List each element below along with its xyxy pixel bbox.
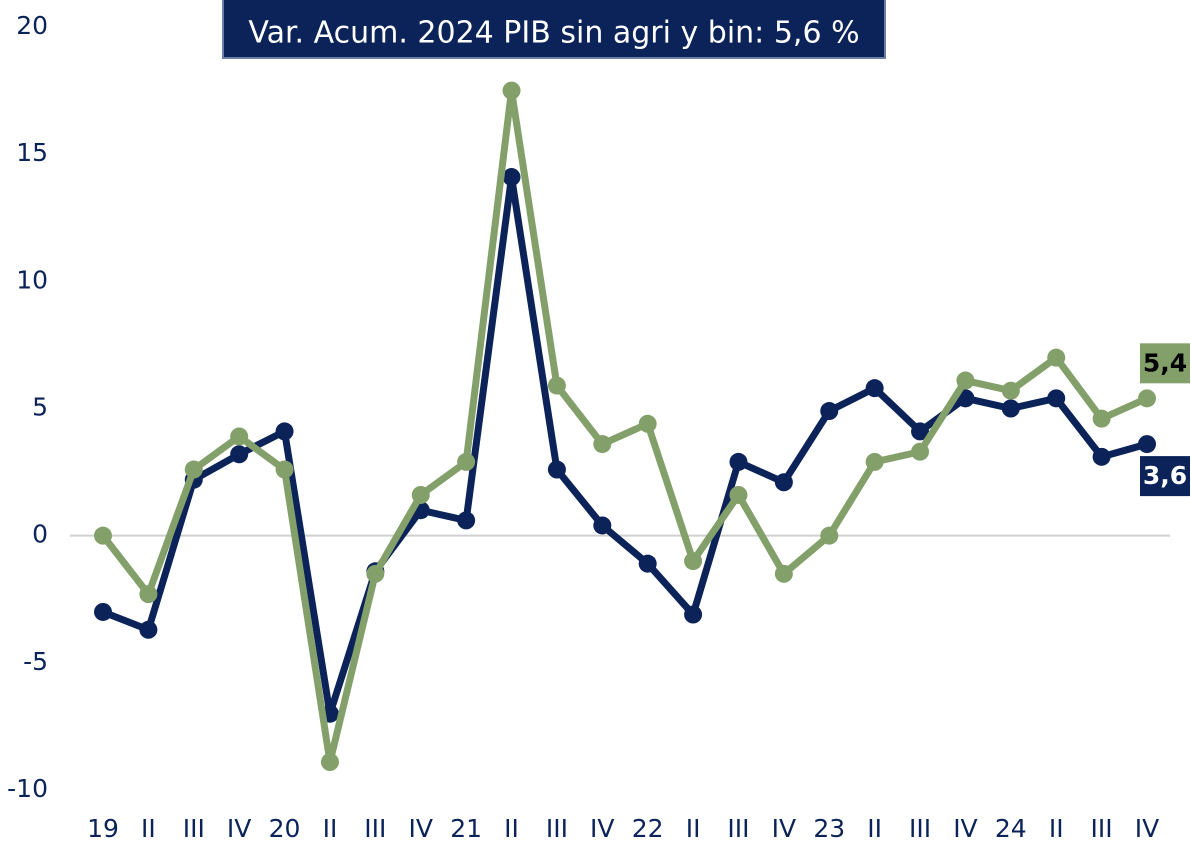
point [865,452,884,471]
point [1092,409,1111,428]
point [593,435,612,454]
point [139,620,158,639]
annotation-box [222,0,886,59]
value-label: 3,6 [1143,461,1187,490]
y-tick-label: -10 [7,774,48,803]
x-tick-label: IV [772,814,796,843]
point [230,445,249,464]
point [457,452,476,471]
point [865,379,884,398]
x-tick-label: III [1091,814,1113,843]
point [1047,348,1066,367]
point [774,473,793,492]
point [275,422,294,441]
point [593,516,612,535]
point [911,422,930,441]
x-tick-label: II [1049,814,1064,843]
point [320,753,339,772]
y-tick-label: 20 [16,11,48,40]
x-tick-label: 20 [269,814,301,843]
point [139,585,158,604]
point [729,485,748,504]
x-tick-label: IV [227,814,251,843]
x-tick-label: III [546,814,568,843]
point [820,526,839,545]
x-tick-label: 21 [450,814,482,843]
point [1138,389,1156,408]
point [1047,389,1066,408]
series-line [101,173,1148,718]
point [684,552,703,571]
x-tick-label: III [364,814,386,843]
y-tick-label: 15 [16,138,48,167]
point [547,376,566,395]
x-tick-label: 22 [632,814,664,843]
point [366,564,385,583]
x-tick-label: 23 [813,814,845,843]
x-tick-label: II [141,814,156,843]
point [911,442,930,461]
value-label-box [1140,343,1190,384]
x-tick-label: 19 [87,814,119,843]
y-tick-label: 10 [16,265,48,294]
annotation: Var. Acum. 2024 PIB sin agri y bin: 5,6 … [248,16,859,51]
y-tick-label: -5 [23,647,48,676]
point [547,460,566,479]
point [94,602,112,621]
point [502,168,521,187]
series-line [100,87,1149,766]
x-tick-label: III [909,814,931,843]
y-tick-label: 0 [32,520,48,549]
x-tick-label: IV [408,814,432,843]
point [1092,447,1111,466]
value-label: 5,4 [1143,348,1187,377]
point [94,526,112,545]
point [502,81,521,100]
x-tick-label: IV [953,814,977,843]
x-tick-label: III [727,814,749,843]
point [275,460,294,479]
point [638,554,657,573]
point [820,402,839,421]
x-tick-label: 24 [995,814,1027,843]
x-tick-label: IV [1135,814,1159,843]
point [956,371,975,390]
value-label-box [1140,456,1190,497]
point [774,564,793,583]
x-tick-label: II [686,814,701,843]
x-tick-label: IV [590,814,614,843]
y-tick-label: 5 [32,393,48,422]
point [684,605,703,624]
point [411,485,430,504]
point [729,452,748,471]
x-tick-label: II [504,814,519,843]
x-tick-label: II [323,814,338,843]
point [1001,399,1020,418]
point [184,460,203,479]
point [230,427,249,446]
point [457,511,476,530]
point [1001,381,1020,400]
point [1138,435,1156,454]
point [638,414,657,433]
x-tick-label: III [183,814,205,843]
x-tick-label: II [867,814,882,843]
